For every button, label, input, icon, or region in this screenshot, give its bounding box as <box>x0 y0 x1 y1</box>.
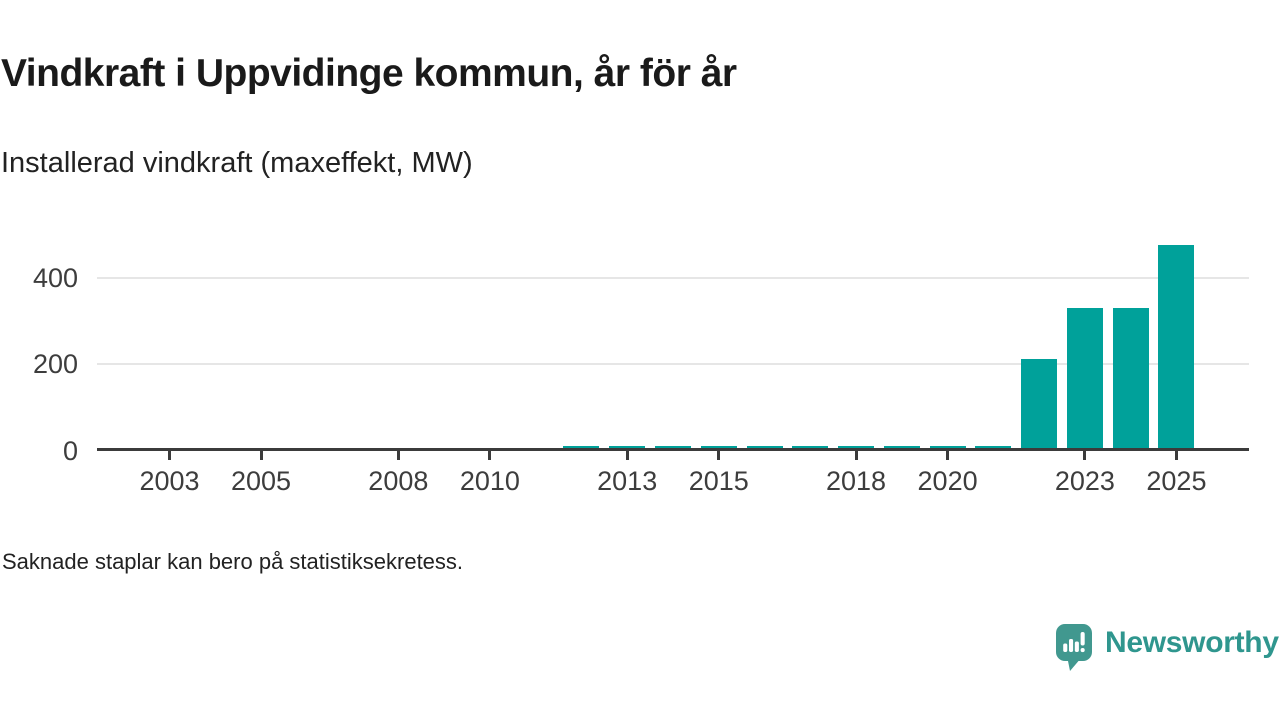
x-axis-label-2008: 2008 <box>368 466 429 496</box>
bar-2019 <box>883 446 920 450</box>
chart-title: Vindkraft i Uppvidinge kommun, år för år <box>1 52 737 95</box>
gridline-400 <box>97 276 1249 279</box>
bar-2012 <box>563 446 600 450</box>
bar-2024 <box>1112 308 1149 450</box>
x-axis-label-2003: 2003 <box>139 466 200 496</box>
bar-2021 <box>975 446 1012 450</box>
x-axis-label-2015: 2015 <box>688 466 749 496</box>
y-axis-label-200: 200 <box>32 349 78 380</box>
x-axis-tick-2008 <box>396 451 400 460</box>
bar-2013 <box>609 446 646 450</box>
newsworthy-wordmark: Newsworthy <box>1105 625 1279 659</box>
x-axis-label-2005: 2005 <box>230 466 292 496</box>
footnote: Saknade staplar kan bero på statistiksek… <box>2 549 464 574</box>
x-axis-tick-2005 <box>259 451 263 460</box>
y-axis-label-400: 400 <box>32 262 78 293</box>
x-axis-label-2013: 2013 <box>597 466 658 496</box>
x-axis-tick-2020 <box>946 451 950 460</box>
x-axis-tick-2023 <box>1083 451 1087 460</box>
x-axis-tick-2025 <box>1174 451 1178 460</box>
x-axis-label-2025: 2025 <box>1146 466 1207 496</box>
newsworthy-chart-bubble-icon <box>1056 624 1092 671</box>
x-axis-label-2010: 2010 <box>459 466 520 496</box>
bar-2020 <box>929 446 966 450</box>
bar-2018 <box>838 446 875 450</box>
bar-2017 <box>792 446 829 450</box>
gridline-200 <box>97 363 1249 366</box>
x-axis-label-2023: 2023 <box>1054 466 1115 496</box>
bar-2014 <box>654 446 691 450</box>
y-axis-label-0: 0 <box>62 435 78 466</box>
newsworthy-logo: Newsworthy <box>1056 624 1279 671</box>
bar-2015 <box>700 446 737 450</box>
chart-subtitle: Installerad vindkraft (maxeffekt, MW) <box>1 147 473 179</box>
bar-2016 <box>746 446 783 450</box>
bar-2025 <box>1158 245 1195 450</box>
x-axis-label-2020: 2020 <box>917 466 978 496</box>
x-axis-tick-2015 <box>717 451 721 460</box>
bar-2023 <box>1066 308 1103 450</box>
x-axis-tick-2013 <box>625 451 629 460</box>
x-axis-tick-2003 <box>168 451 171 460</box>
x-axis-tick-2018 <box>854 451 858 460</box>
x-axis-tick-2010 <box>488 451 492 460</box>
x-axis-label-2018: 2018 <box>826 466 887 496</box>
x-axis-line <box>97 448 1249 452</box>
bar-2022 <box>1021 359 1058 450</box>
